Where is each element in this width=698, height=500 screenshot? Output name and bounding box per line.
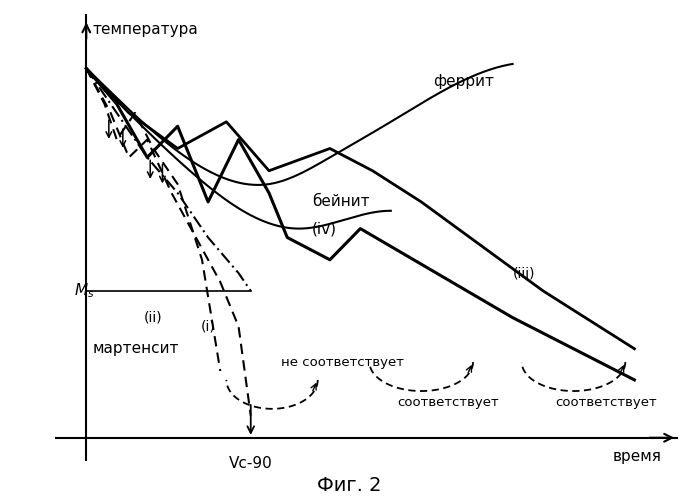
Text: мартенсит: мартенсит [92, 342, 179, 356]
Text: температура: температура [92, 22, 198, 36]
Text: $M_s$: $M_s$ [74, 282, 95, 300]
Text: Vc-90: Vc-90 [229, 456, 273, 470]
Text: не соответствует: не соответствует [281, 356, 404, 368]
Text: (iv): (iv) [311, 221, 336, 236]
Text: (i): (i) [201, 320, 216, 334]
Text: время: время [613, 449, 662, 464]
Text: соответствует: соответствует [397, 396, 498, 408]
Text: (iii): (iii) [512, 266, 535, 280]
Text: соответствует: соответствует [555, 396, 657, 408]
Text: бейнит: бейнит [311, 194, 369, 210]
Text: (ii): (ii) [144, 310, 163, 324]
Text: феррит: феррит [433, 74, 494, 89]
Text: Фиг. 2: Фиг. 2 [317, 476, 381, 495]
